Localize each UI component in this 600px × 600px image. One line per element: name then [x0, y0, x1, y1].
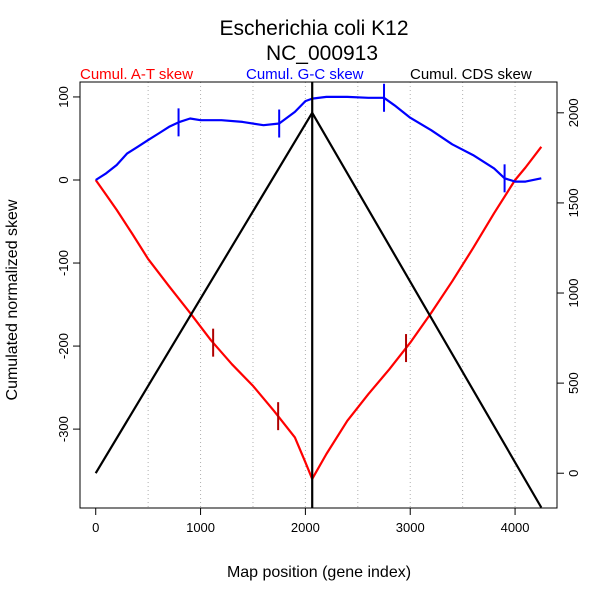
series-lines	[94, 95, 543, 509]
y-right-tick-label: 1500	[566, 188, 581, 217]
legend-cds-skew: Cumul. CDS skew	[410, 66, 532, 83]
chart-subtitle: NC_000913	[266, 42, 378, 65]
y-right-tick-label: 0	[566, 470, 581, 477]
series-line-2	[94, 111, 543, 509]
x-grid	[147, 82, 516, 508]
y-left-tick-label: -300	[56, 416, 71, 442]
x-axis-label: Map position (gene index)	[227, 564, 411, 581]
y-left-tick-label: 0	[56, 176, 71, 183]
y-axis-right: 2000 1500 1000 500 0	[556, 98, 581, 477]
y-right-tick-label: 1000	[566, 279, 581, 308]
plot-box	[79, 81, 558, 509]
x-tick-label: 0	[92, 520, 99, 535]
x-tick-label: 4000	[501, 520, 530, 535]
x-axis: 0 1000 2000 3000 4000	[92, 507, 530, 535]
series-line-1	[95, 95, 542, 183]
x-tick-label: 3000	[396, 520, 425, 535]
y-left-tick-label: -200	[56, 333, 71, 359]
y-right-tick-label: 500	[566, 372, 581, 394]
chart-title: Escherichia coli K12	[219, 17, 408, 40]
y-axis-left: 100 0 -100 -200 -300	[56, 86, 81, 442]
y-left-tick-label: -100	[56, 250, 71, 276]
y-axis-label: Cumulated normalized skew	[4, 199, 21, 400]
legend-gc-skew: Cumul. G-C skew	[246, 66, 364, 83]
series-line-0	[94, 146, 543, 480]
y-left-tick-label: 100	[56, 86, 71, 108]
y-right-tick-label: 2000	[566, 98, 581, 127]
legend-at-skew: Cumul. A-T skew	[80, 66, 193, 83]
x-tick-label: 1000	[186, 520, 215, 535]
series-tick-marks	[177, 83, 506, 431]
x-tick-label: 2000	[291, 520, 320, 535]
